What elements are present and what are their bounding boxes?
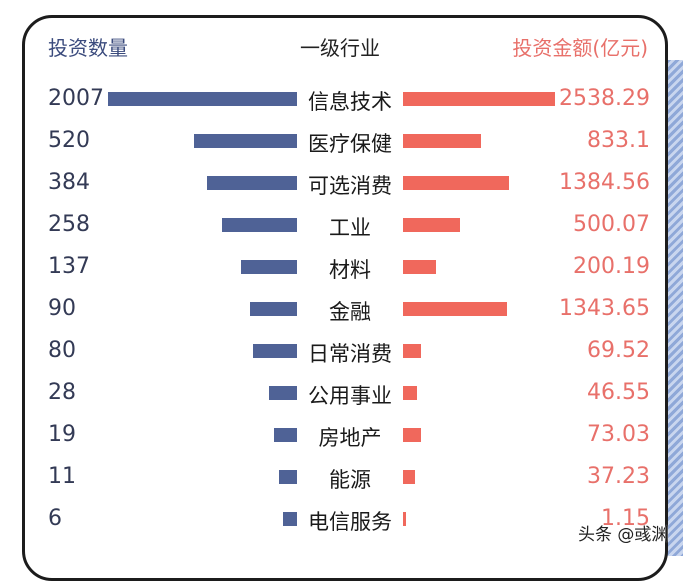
amount-bar [403, 386, 417, 400]
amount-label: 46.55 [587, 380, 650, 405]
amount-label: 500.07 [573, 212, 650, 237]
industry-label: 公用事业 [308, 384, 392, 408]
industry-label: 房地产 [318, 426, 382, 450]
industry-label: 能源 [329, 468, 371, 492]
count-bar [278, 470, 297, 484]
industry-label: 医疗保健 [308, 132, 392, 156]
count-bar [194, 134, 297, 148]
header-industry: 一级行业 [300, 36, 380, 60]
count-bar [252, 344, 297, 358]
count-label: 80 [48, 338, 76, 363]
amount-bar [403, 260, 437, 274]
count-bar [221, 218, 297, 232]
amount-bar [403, 302, 507, 316]
industry-label: 可选消费 [308, 174, 392, 198]
amount-bar [403, 344, 421, 358]
industry-label: 材料 [329, 258, 371, 282]
count-bar [240, 260, 297, 274]
amount-label: 1343.65 [559, 296, 650, 321]
chart-row: 80 日常消费 69.52 [0, 330, 686, 372]
amount-label: 1384.56 [559, 170, 650, 195]
count-bar [269, 386, 297, 400]
amount-label: 69.52 [587, 338, 650, 363]
amount-bar [403, 92, 555, 106]
chart-row: 90 金融 1343.65 [0, 288, 686, 330]
count-bar [273, 428, 297, 442]
amount-label: 1.15 [601, 506, 650, 531]
chart-row: 28 公用事业 46.55 [0, 372, 686, 414]
chart-row: 2007 信息技术 2538.29 [0, 78, 686, 120]
industry-label: 信息技术 [308, 90, 392, 114]
count-label: 520 [48, 128, 90, 153]
count-label: 90 [48, 296, 76, 321]
watermark: 头条 @彧渊 [578, 525, 669, 545]
amount-bar [403, 512, 406, 526]
industry-label: 工业 [329, 216, 371, 240]
count-label: 137 [48, 254, 90, 279]
chart-card [22, 15, 668, 581]
amount-bar [403, 428, 422, 442]
chart-row: 137 材料 200.19 [0, 246, 686, 288]
amount-label: 37.23 [587, 464, 650, 489]
industry-label: 金融 [329, 300, 371, 324]
amount-label: 2538.29 [559, 86, 650, 111]
count-bar [108, 92, 297, 106]
count-label: 19 [48, 422, 76, 447]
count-label: 2007 [48, 86, 104, 111]
count-bar [207, 176, 297, 190]
amount-bar [403, 134, 481, 148]
chart-row: 19 房地产 73.03 [0, 414, 686, 456]
amount-bar [403, 176, 509, 190]
chart-row: 6 电信服务 1.15 [0, 498, 686, 540]
count-bar [250, 302, 297, 316]
count-label: 384 [48, 170, 90, 195]
amount-label: 200.19 [573, 254, 650, 279]
amount-label: 833.1 [587, 128, 650, 153]
header-count: 投资数量 [48, 36, 128, 60]
amount-bar [403, 218, 461, 232]
chart-row: 258 工业 500.07 [0, 204, 686, 246]
amount-label: 73.03 [587, 422, 650, 447]
header-amount: 投资金额(亿元) [512, 36, 648, 60]
count-label: 6 [48, 506, 62, 531]
count-label: 11 [48, 464, 76, 489]
industry-label: 日常消费 [308, 342, 392, 366]
count-label: 28 [48, 380, 76, 405]
chart-row: 520 医疗保健 833.1 [0, 120, 686, 162]
chart-row: 384 可选消费 1384.56 [0, 162, 686, 204]
count-bar [283, 512, 297, 526]
amount-bar [403, 470, 416, 484]
chart-row: 11 能源 37.23 [0, 456, 686, 498]
count-label: 258 [48, 212, 90, 237]
industry-label: 电信服务 [308, 510, 392, 534]
